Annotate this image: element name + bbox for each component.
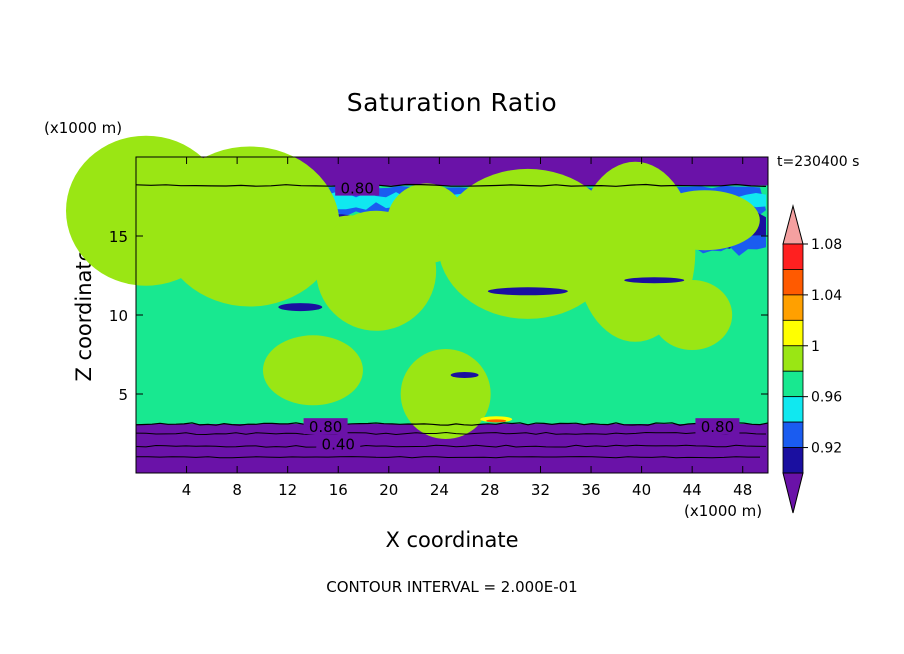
contour-surface-2 [135,444,767,448]
colorbar-tick-label: 0.92 [811,441,842,457]
colorbar-segment [782,370,804,398]
green-blob-9 [262,335,363,406]
green-blob-2 [159,146,340,307]
green-blob-8 [649,190,760,251]
colorbar-segment [782,396,804,423]
contour-surface-top [135,422,769,426]
colorbar-segment [782,243,804,270]
x-axis-label: X coordinate [0,528,904,552]
x-tick-label: 12 [278,481,297,499]
colorbar-tick-label: 1.04 [811,288,842,304]
warm-patch-3 [486,419,507,423]
contour-label-bg-4 [316,435,361,452]
contour-label-1: 0.80 [340,180,373,198]
contour-label-bg-2 [303,418,348,435]
colorbar-min-triangle [782,472,804,514]
colorbar-segment [782,294,804,321]
y-axis-unit: (x1000 m) [44,119,123,137]
contour-upper [135,183,767,188]
y-tick-label: 15 [109,228,128,246]
colorbar-segment [782,319,804,347]
colorbar-segment [782,421,804,448]
contour-label-bg-1 [335,179,380,196]
chart-title: Saturation Ratio [346,88,558,117]
x-tick-label: 16 [329,481,348,499]
x-tick-label: 32 [531,481,550,499]
colorbar-tick-label: 0.96 [811,390,842,406]
x-axis-unit: (x1000 m) [684,502,763,520]
x-tick-label: 40 [632,481,651,499]
colorbar-segment [782,269,804,296]
x-tick-label: 8 [232,481,242,499]
green-blob-10 [400,349,491,439]
contour-label-2: 0.80 [309,418,342,436]
y-tick-label: 5 [118,386,128,404]
x-tick-label: 28 [480,481,499,499]
y-tick-label: 10 [109,307,128,325]
x-tick-label: 44 [683,481,702,499]
contour-label-4: 0.40 [322,436,355,454]
x-tick-label: 48 [733,481,752,499]
colorbar-max-triangle [782,204,804,245]
x-tick-label: 20 [379,481,398,499]
colorbar-segment [782,345,804,372]
green-blob-6 [437,168,618,319]
dry-streak-1 [487,287,568,296]
colorbar-tick-label: 1 [811,339,820,355]
colorbar-segment [782,447,804,474]
dry-streak-4 [624,277,685,284]
contour-surface-1 [135,431,767,436]
contour-surface-3 [135,456,760,459]
contour-interval-footer: CONTOUR INTERVAL = 2.000E-01 [326,578,578,596]
green-blob-11 [652,280,733,350]
contour-label-3: 0.80 [701,418,734,436]
colorbar-tick-label: 1.08 [811,237,842,253]
dry-streak-2 [450,372,479,379]
x-axis-label-text: X coordinate [385,528,519,552]
dry-streak-3 [278,303,323,312]
x-tick-label: 36 [581,481,600,499]
time-label: t=230400 s [777,154,860,170]
x-tick-label: 24 [430,481,449,499]
x-tick-label: 4 [182,481,192,499]
contour-label-bg-3 [695,418,740,435]
